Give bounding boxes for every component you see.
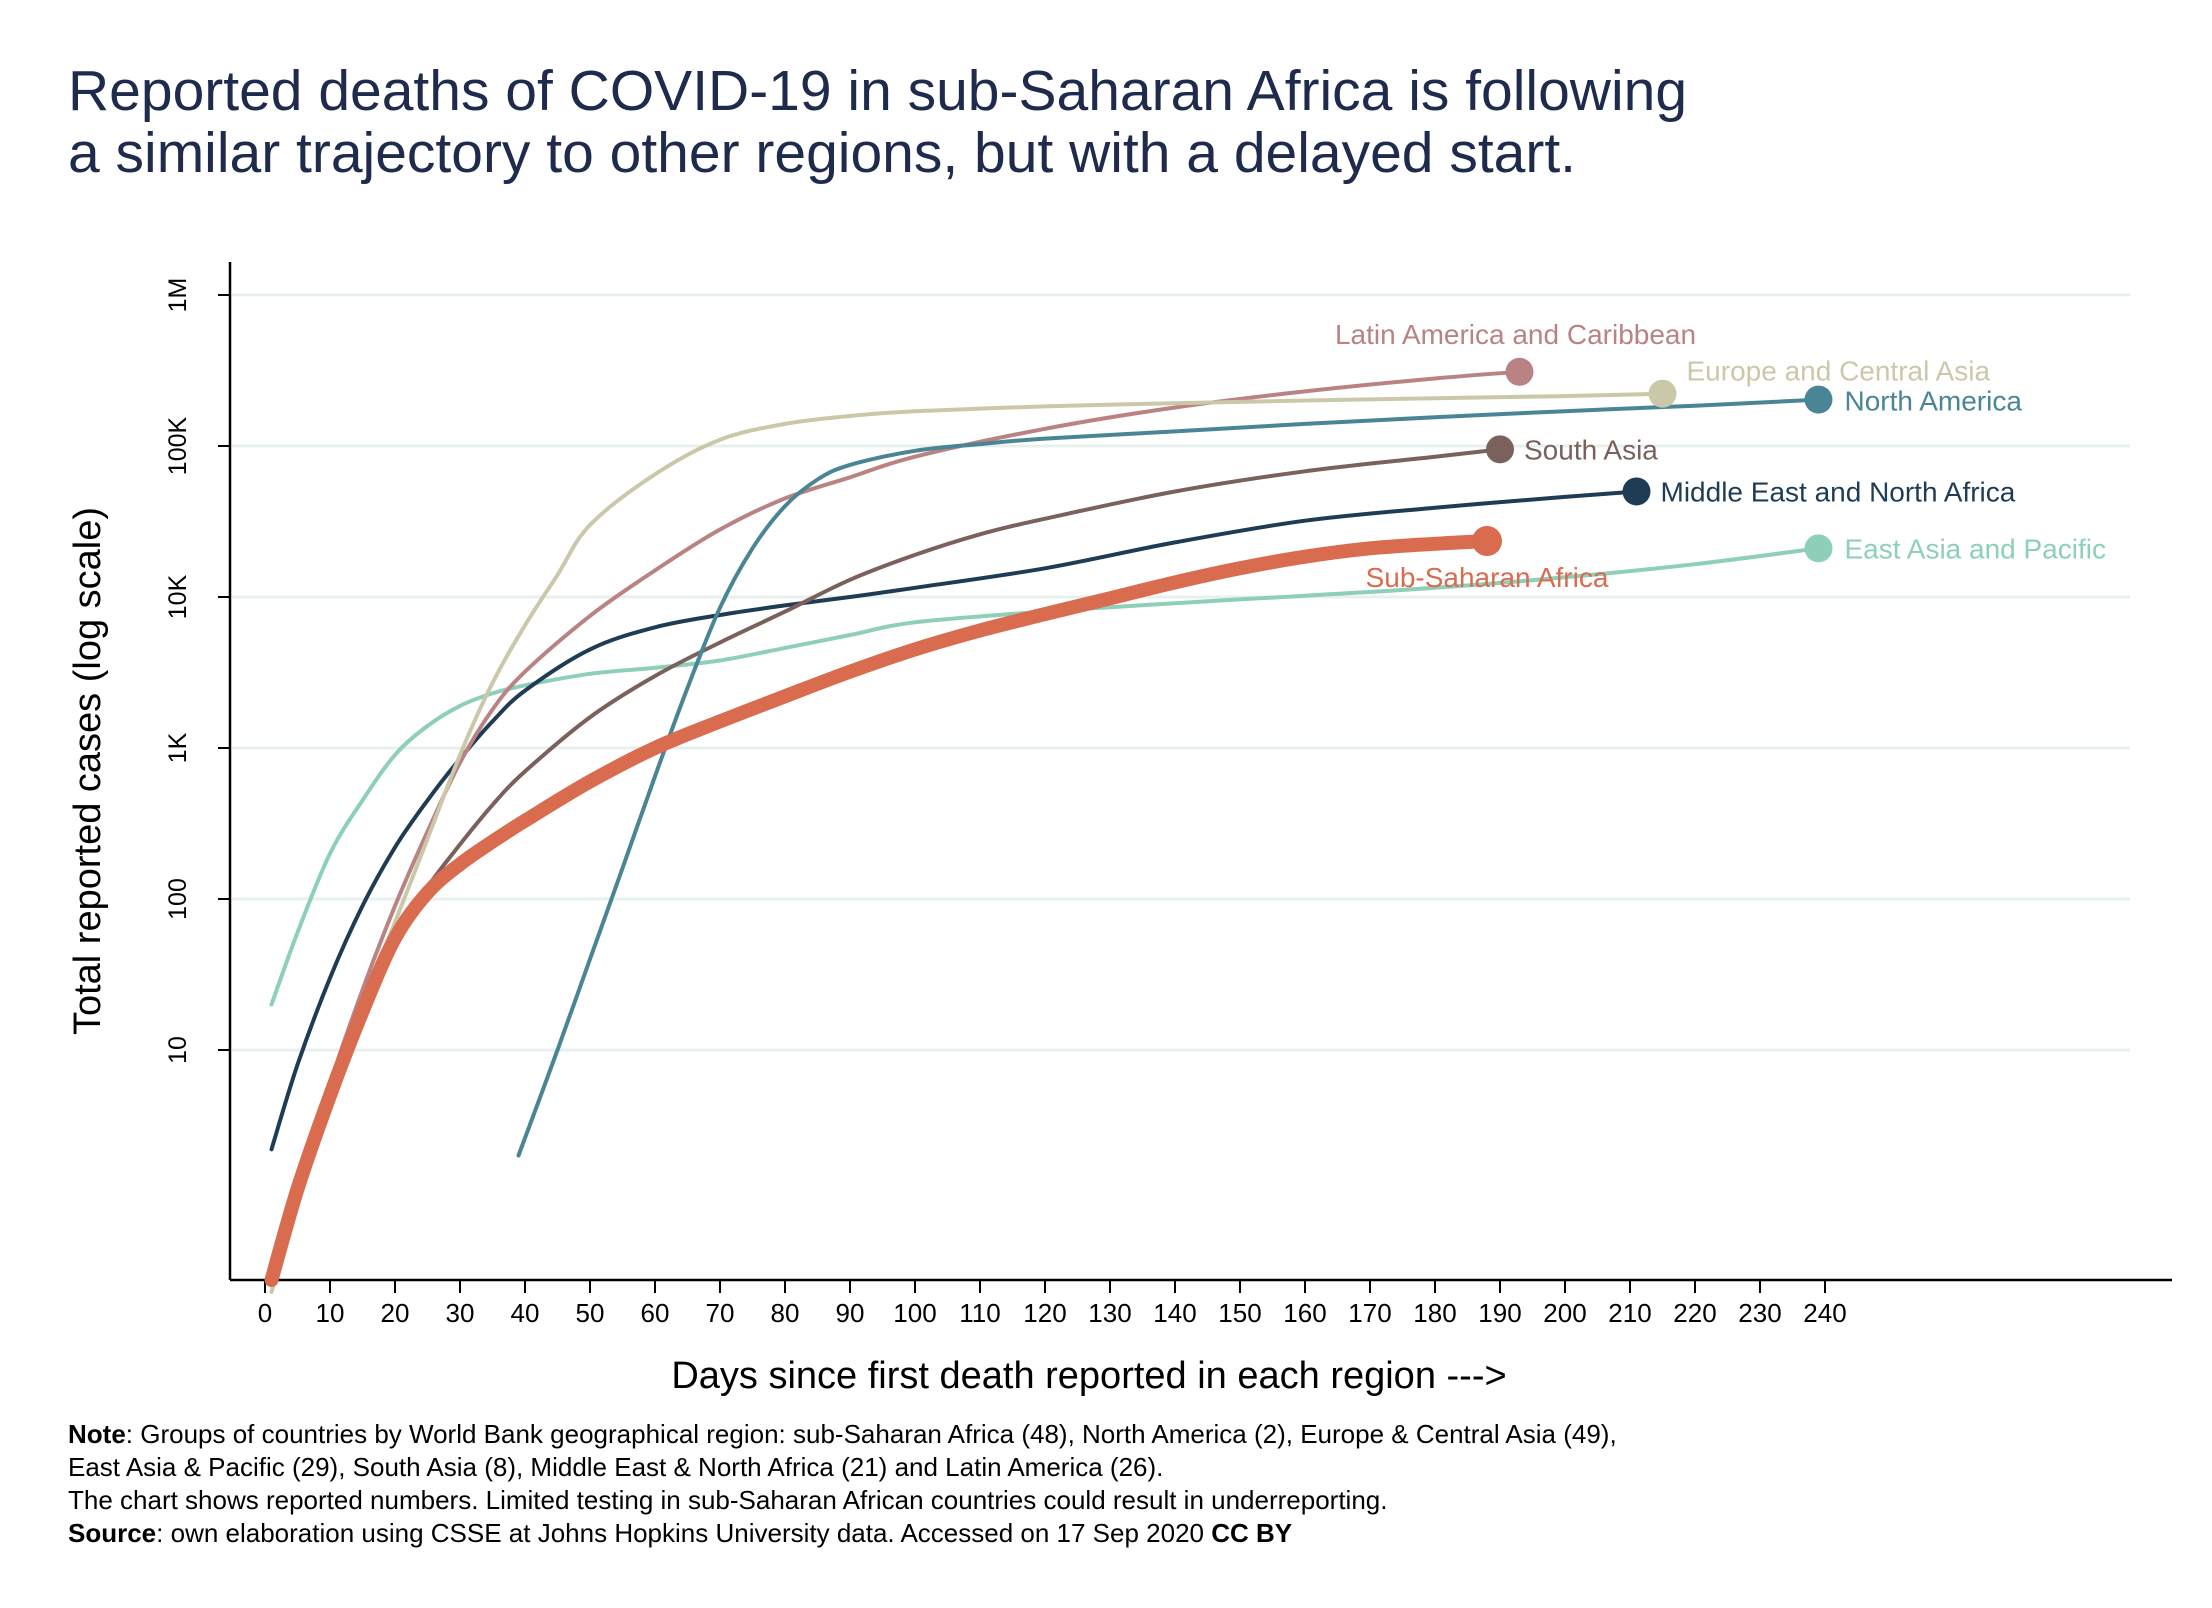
license-label: CC BY (1211, 1518, 1293, 1548)
series-label-north-america: North America (1845, 386, 2023, 417)
title-line-1: Reported deaths of COVID-19 in sub-Sahar… (68, 59, 1688, 123)
x-tick-label-20: 20 (381, 1298, 410, 1328)
x-tick-label-160: 160 (1283, 1298, 1326, 1328)
y-tick-label-10: 10 (164, 1036, 192, 1064)
x-tick-label-30: 30 (446, 1298, 475, 1328)
x-tick-label-100: 100 (893, 1298, 936, 1328)
note-line-1: Note: Groups of countries by World Bank … (68, 1418, 2168, 1451)
y-tick-label-100K: 100K (164, 416, 192, 475)
x-tick-label-190: 190 (1478, 1298, 1521, 1328)
x-tick-label-130: 130 (1088, 1298, 1131, 1328)
series-endpoint-south-asia (1486, 435, 1514, 464)
x-tick-label-120: 120 (1023, 1298, 1066, 1328)
note-line-3: The chart shows reported numbers. Limite… (68, 1485, 1388, 1515)
series-label-east-asia-and-pacific: East Asia and Pacific (1845, 533, 2106, 564)
x-tick-label-240: 240 (1803, 1298, 1846, 1328)
x-tick-label-230: 230 (1738, 1298, 1781, 1328)
chart-title: Reported deaths of COVID-19 in sub-Sahar… (68, 60, 2068, 184)
x-axis-ticks: 0 10 20 30 40 50 60 70 80 90 100 110 120 130 140 150 160… (258, 1280, 1847, 1328)
y-axis-ticks: 10 100 1K 10K 100K 1M (164, 278, 230, 1064)
x-tick-label-90: 90 (836, 1298, 865, 1328)
note-label: Note (68, 1419, 126, 1449)
series-endpoint-latin-america-and-caribbean (1505, 357, 1534, 386)
series-endpoint-middle-east-and-north-africa (1622, 477, 1651, 506)
series-line-middle-east-and-north-africa (269, 489, 1639, 1152)
x-axis-label: Days since first death reported in each … (671, 1355, 1506, 1397)
x-tick-label-50: 50 (576, 1298, 605, 1328)
series-endpoint-sub-saharan-africa (1472, 525, 1502, 556)
series-label-sub-saharan-africa: Sub-Saharan Africa (1366, 562, 1609, 593)
x-tick-label-70: 70 (706, 1298, 735, 1328)
axes (228, 262, 2172, 1282)
x-tick-label-170: 170 (1348, 1298, 1391, 1328)
note-text: : Groups of countries by World Bank geog… (125, 1419, 1617, 1449)
series-line-east-asia-and-pacific (269, 546, 1821, 1007)
series-line-south-asia (269, 447, 1502, 1264)
series-endpoint-europe-and-central-asia (1648, 379, 1677, 408)
series-endpoints (1472, 357, 1833, 563)
x-tick-label-140: 140 (1153, 1298, 1196, 1328)
x-tick-label-10: 10 (316, 1298, 345, 1328)
series-label-south-asia: South Asia (1524, 434, 1658, 465)
x-tick-label-110: 110 (959, 1298, 1000, 1328)
series-label-middle-east-and-north-africa: Middle East and North Africa (1661, 476, 2016, 507)
y-tick-label-100: 100 (164, 878, 192, 920)
series-endpoint-east-asia-and-pacific (1804, 534, 1833, 563)
series-labels: East Asia and Pacific Middle East and Nor… (1335, 319, 2106, 593)
series-label-latin-america-and-caribbean: Latin America and Caribbean (1335, 319, 1696, 350)
x-tick-label-60: 60 (641, 1298, 670, 1328)
source-line: Source: own elaboration using CSSE at Jo… (68, 1517, 2168, 1550)
source-text: : own elaboration using CSSE at Johns Ho… (156, 1518, 1212, 1548)
source-label: Source (68, 1518, 157, 1548)
title-line-2: a similar trajectory to other regions, b… (68, 121, 1577, 185)
y-tick-label-1K: 1K (164, 732, 192, 763)
y-axis-label: Total reported cases (log scale) (67, 507, 109, 1035)
series-line-sub-saharan-africa (264, 534, 1494, 1287)
gridlines (232, 293, 2130, 1052)
x-tick-label-80: 80 (771, 1298, 800, 1328)
note-line-2: East Asia & Pacific (29), South Asia (8)… (68, 1452, 1164, 1482)
x-tick-label-220: 220 (1673, 1298, 1716, 1328)
x-tick-label-180: 180 (1413, 1298, 1456, 1328)
chart-notes: Note: Groups of countries by World Bank … (68, 1418, 2168, 1550)
series-lines (264, 369, 1821, 1294)
x-tick-label-0: 0 (258, 1298, 272, 1328)
series-label-europe-and-central-asia: Europe and Central Asia (1687, 356, 1991, 387)
series-endpoint-north-america (1804, 385, 1833, 414)
y-tick-label-1M: 1M (164, 278, 192, 313)
x-tick-label-150: 150 (1218, 1298, 1261, 1328)
x-tick-label-200: 200 (1543, 1298, 1586, 1328)
x-tick-label-40: 40 (511, 1298, 540, 1328)
series-line-latin-america-and-caribbean (269, 369, 1522, 1282)
y-tick-label-10K: 10K (164, 574, 192, 619)
series-line-north-america (516, 397, 1821, 1158)
x-tick-label-210: 210 (1608, 1298, 1651, 1328)
